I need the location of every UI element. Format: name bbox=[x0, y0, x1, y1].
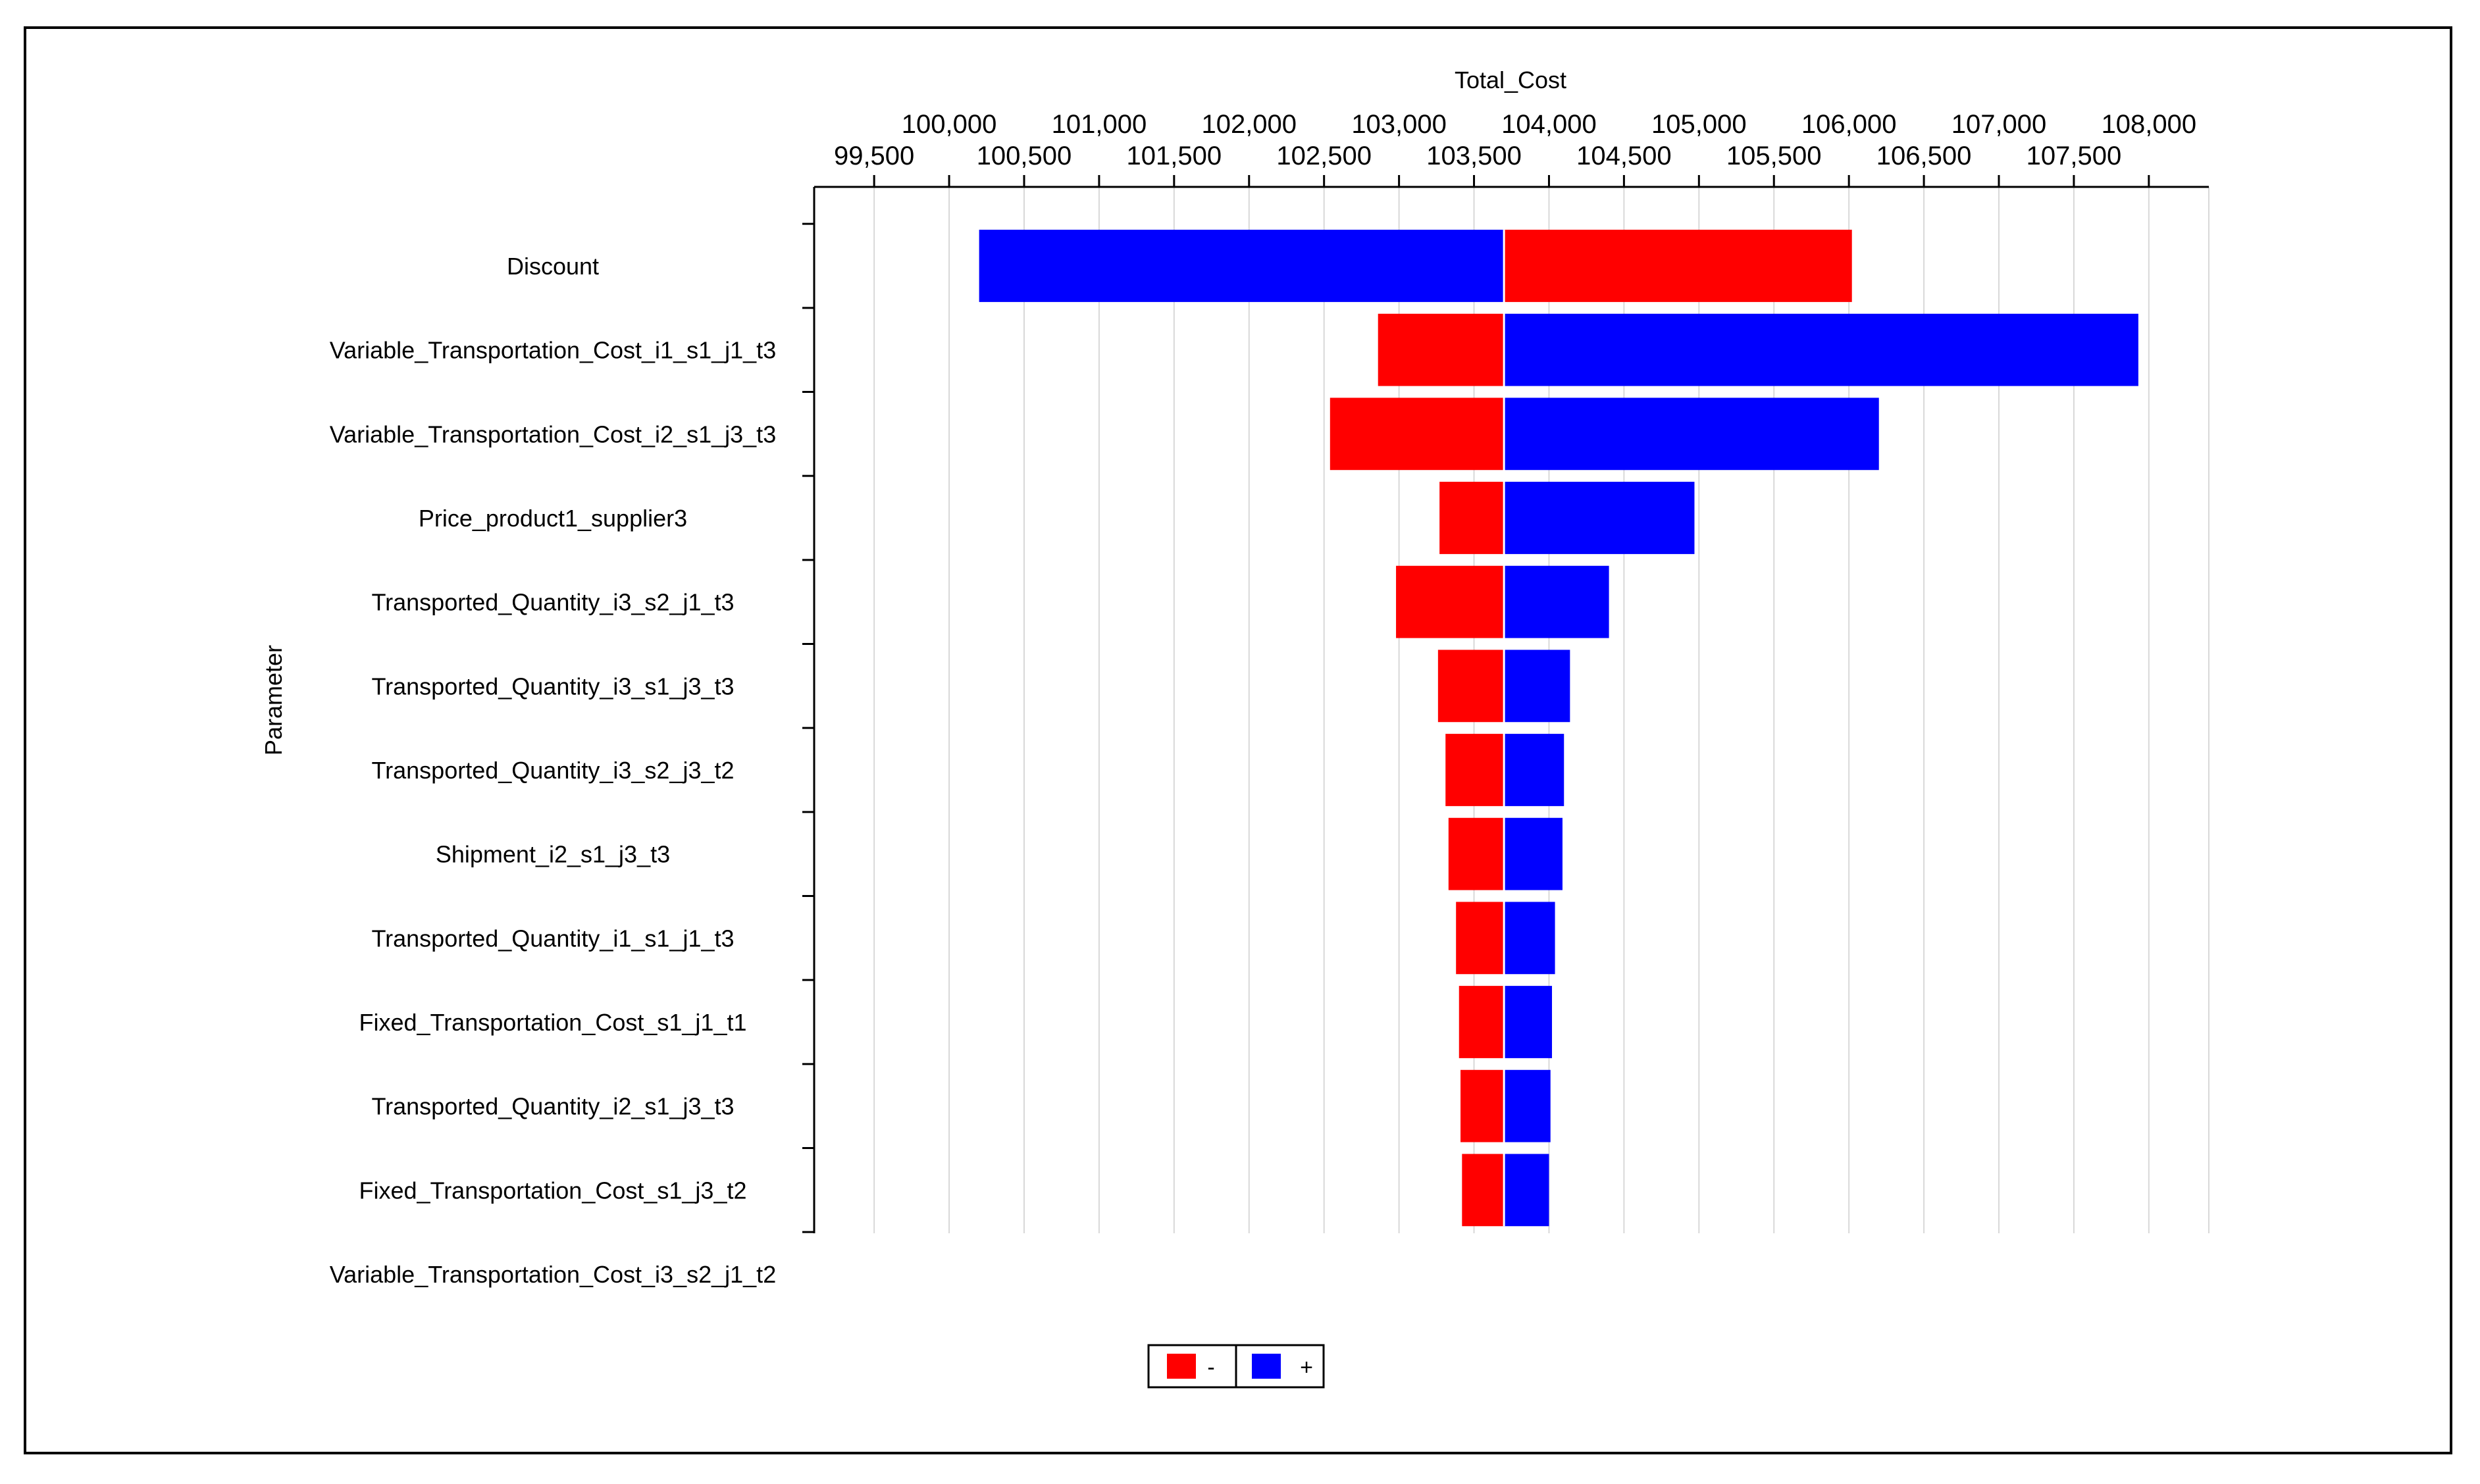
x-tick-label-lower: 99,500 bbox=[834, 141, 914, 170]
bar-plus bbox=[1504, 650, 1570, 723]
category-label: Fixed_Transportation_Cost_s1_j3_t2 bbox=[359, 1177, 746, 1204]
category-label: Shipment_i2_s1_j3_t3 bbox=[436, 841, 670, 868]
x-tick-label-upper: 100,000 bbox=[902, 110, 997, 139]
bar-minus bbox=[1462, 1154, 1505, 1227]
bar-plus bbox=[1504, 817, 1563, 890]
legend: - + bbox=[1147, 1344, 1325, 1389]
legend-label-plus: + bbox=[1300, 1355, 1313, 1380]
bar-minus bbox=[1330, 397, 1505, 471]
category-label: Variable_Transportation_Cost_i1_s1_j1_t3 bbox=[330, 337, 776, 364]
legend-swatch-minus bbox=[1167, 1354, 1196, 1379]
category-label: Variable_Transportation_Cost_i2_s1_j3_t3 bbox=[330, 421, 776, 448]
chart-frame: Total_Cost Parameter 100,000 101,000 102,0… bbox=[24, 26, 2452, 1454]
chart-title: Total_Cost bbox=[1455, 66, 1566, 93]
category-label: Discount bbox=[507, 253, 599, 280]
bar-minus bbox=[1504, 230, 1852, 302]
x-tick-label-upper: 108,000 bbox=[2102, 110, 2197, 139]
x-tick-label-lower: 106,500 bbox=[1876, 141, 1972, 170]
category-label: Transported_Quantity_i3_s1_j3_t3 bbox=[371, 673, 734, 700]
bar-plus bbox=[1504, 1069, 1551, 1142]
x-tick-label-upper: 102,000 bbox=[1201, 110, 1297, 139]
bar-plus bbox=[1504, 1154, 1549, 1227]
bar-minus bbox=[1437, 650, 1505, 723]
bar-minus bbox=[1439, 482, 1505, 554]
x-tick-label-lower: 107,500 bbox=[2027, 141, 2122, 170]
x-tick-label-upper: 104,000 bbox=[1501, 110, 1597, 139]
bar-minus bbox=[1396, 565, 1505, 638]
bar-plus bbox=[1504, 482, 1695, 554]
legend-label-minus: - bbox=[1207, 1355, 1214, 1380]
x-tick-labels: 100,000 101,000 102,000 103,000 104,000 105,0… bbox=[834, 110, 2196, 170]
category-label: Transported_Quantity_i3_s2_j1_t3 bbox=[371, 589, 734, 616]
bar-minus bbox=[1460, 1069, 1505, 1142]
bar-plus bbox=[979, 230, 1505, 302]
bar-plus bbox=[1504, 986, 1553, 1058]
category-label: Transported_Quantity_i2_s1_j3_t3 bbox=[371, 1093, 734, 1120]
legend-swatch-plus bbox=[1252, 1354, 1281, 1379]
x-tick-label-upper: 107,000 bbox=[1951, 110, 2047, 139]
category-label: Transported_Quantity_i1_s1_j1_t3 bbox=[371, 925, 734, 952]
category-label: Price_product1_supplier3 bbox=[419, 505, 687, 532]
bars bbox=[979, 230, 2138, 1227]
bar-minus bbox=[1445, 734, 1505, 806]
x-tick-label-lower: 103,500 bbox=[1426, 141, 1522, 170]
bar-plus bbox=[1504, 902, 1555, 975]
x-tick-label-lower: 101,500 bbox=[1127, 141, 1222, 170]
bar-minus bbox=[1448, 817, 1505, 890]
bar-minus bbox=[1456, 902, 1505, 975]
bar-plus bbox=[1504, 397, 1879, 471]
x-tick-label-lower: 102,500 bbox=[1276, 141, 1372, 170]
category-label: Transported_Quantity_i3_s2_j3_t2 bbox=[371, 757, 734, 784]
bar-minus bbox=[1459, 986, 1505, 1058]
x-tick-label-upper: 105,000 bbox=[1651, 110, 1747, 139]
bar-minus bbox=[1378, 313, 1505, 386]
x-tick-label-upper: 101,000 bbox=[1052, 110, 1147, 139]
axes bbox=[802, 175, 2209, 1233]
x-tick-label-lower: 105,500 bbox=[1726, 141, 1822, 170]
x-tick-label-lower: 104,500 bbox=[1576, 141, 1672, 170]
tornado-chart: Total_Cost Parameter 100,000 101,000 102,0… bbox=[260, 66, 2209, 1389]
category-label: Fixed_Transportation_Cost_s1_j1_t1 bbox=[359, 1009, 746, 1036]
y-axis-label: Parameter bbox=[260, 645, 287, 755]
category-labels: Discount Variable_Transportation_Cost_i1_… bbox=[330, 253, 776, 1288]
bar-plus bbox=[1504, 565, 1609, 638]
x-tick-label-upper: 103,000 bbox=[1351, 110, 1447, 139]
x-tick-label-upper: 106,000 bbox=[1801, 110, 1897, 139]
bar-plus bbox=[1504, 734, 1564, 806]
x-tick-label-lower: 100,500 bbox=[977, 141, 1072, 170]
bar-plus bbox=[1504, 313, 2138, 386]
category-label: Variable_Transportation_Cost_i3_s2_j1_t2 bbox=[330, 1261, 776, 1288]
